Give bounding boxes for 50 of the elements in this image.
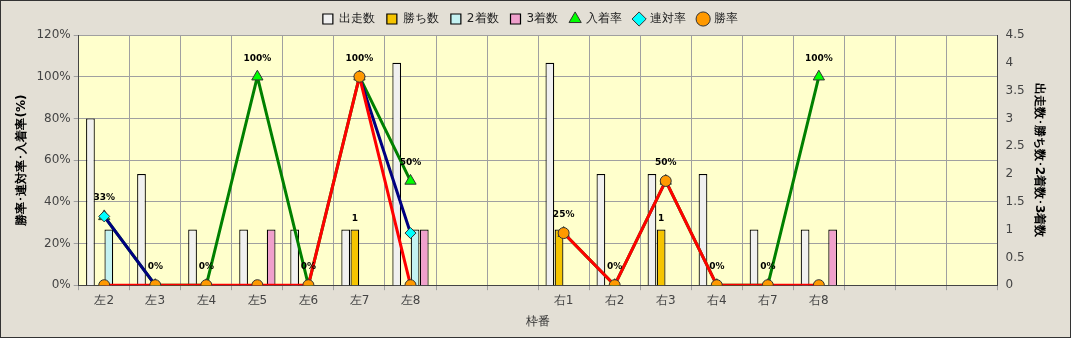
legend-label: 勝率 xyxy=(714,11,739,26)
data-label: 100% xyxy=(243,52,272,63)
y-tick-label: 80% xyxy=(44,110,71,125)
legend-label: 勝ち数 xyxy=(402,11,439,26)
y2-axis-title: 出走数･勝ち数･2着数･3着数 xyxy=(1032,82,1047,239)
data-label: 100% xyxy=(804,52,833,63)
legend-label: 連対率 xyxy=(650,11,687,26)
data-label: 0% xyxy=(147,261,163,272)
x-tick-label: 左4 xyxy=(196,292,217,307)
y-tick-label: 0% xyxy=(51,277,71,292)
x-tick-label: 左8 xyxy=(400,292,421,307)
data-label: 100% xyxy=(345,52,374,63)
y-tick-label: 120% xyxy=(36,27,71,42)
y2-tick-label: 3 xyxy=(1005,110,1014,125)
x-tick-label: 右3 xyxy=(655,292,676,307)
y-axis-title: 勝率･連対率･入着率(%) xyxy=(14,94,29,227)
x-tick-label: 左7 xyxy=(349,292,370,307)
y2-tick-label: 1 xyxy=(1005,221,1014,236)
y2-tick-label: 3.5 xyxy=(1005,82,1025,97)
x-tick-label: 左6 xyxy=(298,292,319,307)
legend-label: 入着率 xyxy=(586,11,623,26)
y2-tick-label: 4.5 xyxy=(1005,27,1025,42)
y2-tick-label: 2 xyxy=(1005,166,1014,181)
x-tick-label: 右2 xyxy=(604,292,625,307)
y2-tick-label: 0.5 xyxy=(1005,249,1025,264)
data-label: 25% xyxy=(552,208,575,219)
y-tick-label: 20% xyxy=(44,235,71,250)
x-tick-label: 左2 xyxy=(94,292,115,307)
legend-label: 2着数 xyxy=(466,11,499,26)
data-label: 0% xyxy=(709,261,725,272)
data-label: 1 xyxy=(351,213,358,224)
x-axis-title: 枠番 xyxy=(525,313,551,328)
x-tick-label: 右4 xyxy=(706,292,727,307)
x-tick-label: 左3 xyxy=(145,292,166,307)
y2-tick-label: 0 xyxy=(1005,277,1014,292)
y2-tick-label: 4 xyxy=(1005,54,1014,69)
y-tick-label: 60% xyxy=(44,152,71,167)
data-label: 50% xyxy=(654,156,677,167)
x-tick-label: 右7 xyxy=(757,292,778,307)
x-tick-label: 右1 xyxy=(553,292,574,307)
y-tick-label: 40% xyxy=(44,193,71,208)
legend-label: 3着数 xyxy=(526,11,559,26)
y-tick-label: 100% xyxy=(36,68,71,83)
y2-tick-label: 1.5 xyxy=(1005,193,1025,208)
y2-tick-label: 2.5 xyxy=(1005,138,1025,153)
legend-label: 出走数 xyxy=(338,11,375,26)
data-label: 0% xyxy=(607,261,623,272)
data-label: 1 xyxy=(658,213,665,224)
x-tick-label: 左5 xyxy=(247,292,268,307)
x-tick-label: 右8 xyxy=(809,292,829,307)
